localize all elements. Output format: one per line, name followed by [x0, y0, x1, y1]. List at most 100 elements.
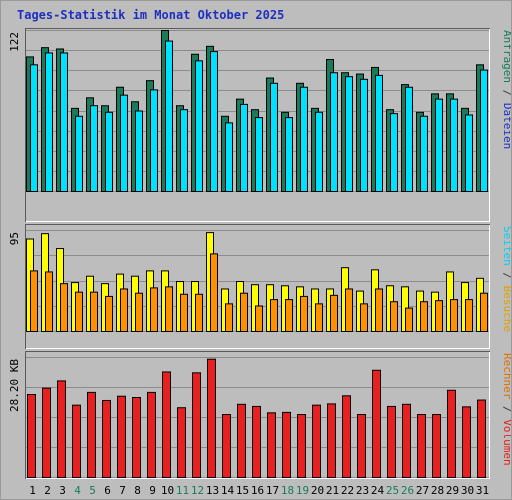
y-max-label-3: 28.20 KB — [8, 359, 21, 412]
bar-seiten-day-28 — [435, 300, 443, 333]
bar-dateien-day-10 — [165, 40, 173, 193]
bar-dateien-day-20 — [315, 111, 323, 192]
bar-seiten-day-27 — [420, 301, 428, 332]
bar-seiten-day-5 — [90, 291, 98, 332]
x-tick-label-28: 28 — [431, 484, 444, 497]
bar-dateien-day-15 — [240, 103, 248, 192]
bar-dateien-day-27 — [420, 115, 428, 192]
bar-volumen-day-2 — [42, 387, 51, 479]
legend-part-3-2: / — [501, 399, 512, 419]
x-tick-label-2: 2 — [44, 484, 51, 497]
bar-dateien-day-30 — [465, 114, 473, 192]
bar-volumen-day-13 — [207, 358, 216, 478]
bar-seiten-day-23 — [360, 303, 368, 332]
bar-volumen-day-26 — [402, 403, 411, 478]
bar-seiten-day-14 — [225, 303, 233, 332]
bar-volumen-day-1 — [27, 394, 36, 478]
bar-volumen-day-6 — [102, 399, 111, 479]
bar-seiten-day-30 — [465, 299, 473, 332]
bar-volumen-day-24 — [372, 369, 381, 478]
bar-volumen-day-31 — [477, 399, 486, 478]
bar-volumen-day-16 — [252, 405, 261, 478]
bar-dateien-day-9 — [150, 89, 158, 192]
bar-seiten-day-10 — [165, 286, 173, 333]
bar-dateien-day-18 — [285, 117, 293, 192]
x-tick-label-14: 14 — [221, 484, 235, 497]
x-tick-label-5: 5 — [89, 484, 96, 497]
bar-seiten-day-20 — [315, 303, 323, 332]
bar-dateien-day-11 — [180, 109, 188, 192]
bar-volumen-day-25 — [387, 405, 396, 478]
legend-2: Seiten / Besuche — [501, 226, 512, 332]
x-tick-label-19: 19 — [296, 484, 309, 497]
bar-dateien-day-12 — [195, 60, 203, 192]
bar-seiten-day-6 — [105, 295, 113, 333]
x-tick-label-24: 24 — [371, 484, 385, 497]
bar-seiten-day-24 — [375, 288, 383, 333]
x-tick-label-11: 11 — [176, 484, 189, 497]
bar-dateien-day-4 — [75, 115, 83, 192]
bar-volumen-day-8 — [132, 397, 141, 478]
bar-volumen-day-19 — [297, 414, 306, 478]
bar-dateien-day-3 — [60, 52, 68, 192]
bar-dateien-day-16 — [255, 117, 263, 192]
bar-seiten-day-13 — [210, 253, 218, 333]
bar-volumen-day-4 — [72, 404, 81, 478]
bar-seiten-day-1 — [30, 270, 38, 332]
bar-volumen-day-21 — [327, 403, 336, 478]
bar-dateien-day-24 — [375, 74, 383, 192]
bar-dateien-day-25 — [390, 113, 398, 192]
x-tick-label-8: 8 — [134, 484, 141, 497]
bar-seiten-day-31 — [480, 292, 488, 333]
x-tick-label-13: 13 — [206, 484, 219, 497]
bar-dateien-day-29 — [450, 98, 458, 192]
bar-volumen-day-18 — [282, 411, 291, 478]
bar-volumen-day-20 — [312, 404, 321, 478]
bar-seiten-day-21 — [330, 294, 338, 332]
x-tick-label-30: 30 — [461, 484, 474, 497]
legend-1: Anfragen / Dateien — [501, 30, 512, 149]
bar-seiten-day-9 — [150, 287, 158, 332]
bar-volumen-day-12 — [192, 372, 201, 479]
bar-dateien-day-26 — [405, 86, 413, 192]
bar-volumen-day-28 — [432, 414, 441, 478]
bar-seiten-day-12 — [195, 293, 203, 332]
bar-dateien-day-7 — [120, 94, 128, 192]
bar-seiten-day-11 — [180, 293, 188, 332]
bar-seiten-day-18 — [285, 299, 293, 332]
legend-part-3-1: Rechner — [501, 353, 512, 400]
legend-part-2-2: / — [501, 266, 512, 286]
x-tick-label-7: 7 — [119, 484, 126, 497]
bar-volumen-day-11 — [177, 407, 186, 478]
x-tick-label-6: 6 — [104, 484, 111, 497]
bar-dateien-day-2 — [45, 52, 53, 192]
x-tick-label-29: 29 — [446, 484, 459, 497]
bar-volumen-day-10 — [162, 371, 171, 478]
bar-dateien-day-6 — [105, 111, 113, 192]
x-tick-label-26: 26 — [401, 484, 414, 497]
x-tick-label-4: 4 — [74, 484, 81, 497]
bar-dateien-day-14 — [225, 122, 233, 192]
legend-part-1-3: Dateien — [501, 103, 512, 149]
bar-volumen-day-22 — [342, 395, 351, 479]
x-tick-label-16: 16 — [251, 484, 264, 497]
x-tick-label-23: 23 — [356, 484, 369, 497]
x-tick-label-17: 17 — [266, 484, 279, 497]
bar-volumen-day-27 — [417, 414, 426, 478]
bar-volumen-day-3 — [57, 380, 66, 479]
bar-dateien-day-31 — [480, 69, 488, 192]
bar-volumen-day-29 — [447, 389, 456, 478]
bar-seiten-day-15 — [240, 292, 248, 333]
bar-seiten-day-2 — [45, 271, 53, 333]
bar-volumen-day-17 — [267, 412, 276, 479]
x-tick-label-18: 18 — [281, 484, 294, 497]
bar-dateien-day-8 — [135, 110, 143, 192]
legend-part-2-3: Besuche — [501, 286, 512, 332]
bar-volumen-day-5 — [87, 391, 96, 478]
x-tick-label-3: 3 — [59, 484, 66, 497]
bar-volumen-day-30 — [462, 406, 471, 478]
y-max-label-2: 95 — [8, 232, 21, 245]
x-tick-label-15: 15 — [236, 484, 249, 497]
bar-seiten-day-16 — [255, 305, 263, 333]
x-tick-label-9: 9 — [149, 484, 156, 497]
